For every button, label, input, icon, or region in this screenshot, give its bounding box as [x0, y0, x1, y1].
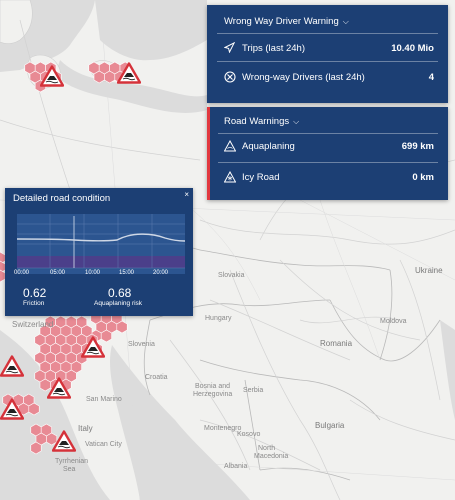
close-icon[interactable]: × [184, 190, 189, 199]
road-warnings-header[interactable]: Road Warnings ⌵ [224, 116, 299, 127]
map-label-ukraine: Ukraine [415, 266, 443, 275]
icy-road-row[interactable]: Icy Road 0 km [224, 171, 434, 183]
chevron-down-icon: ⌵ [293, 116, 300, 126]
map-label-tyrrhenian-1: Tyrrhenian [55, 458, 89, 465]
map-label-montenegro: Montenegro [204, 425, 242, 432]
trips-value: 10.40 Mio [391, 42, 434, 54]
map-label-north: North [258, 445, 276, 452]
trips-label: Trips (last 24h) [242, 42, 305, 54]
map-label-serbia: Serbia [243, 387, 264, 394]
aquaplaning-risk-value: 0.68 [108, 286, 132, 300]
warning-hex[interactable] [28, 402, 40, 416]
aquaplaning-value: 699 km [401, 140, 434, 152]
map-label-moldova: Moldova [380, 318, 407, 325]
drivers-label: Wrong-way Drivers (last 24h) [242, 71, 365, 83]
no-entry-icon [224, 71, 236, 83]
road-warning-marker-icon[interactable] [116, 62, 142, 84]
warning-hex[interactable] [46, 432, 58, 446]
map-label-italy: Italy [78, 424, 93, 433]
divider [218, 162, 438, 163]
divider [217, 33, 438, 34]
warning-hex[interactable] [116, 320, 128, 334]
time-tick: 20:00 [153, 270, 169, 276]
navigation-arrow-icon [224, 42, 236, 54]
chevron-down-icon: ⌵ [342, 16, 349, 26]
time-tick: 10:00 [85, 270, 101, 276]
map-label-macedonia: Macedonia [254, 453, 289, 460]
road-warning-marker-icon[interactable] [51, 430, 77, 452]
aquaplaning-row[interactable]: Aquaplaning 699 km [224, 140, 434, 152]
map-label-albania: Albania [224, 463, 248, 470]
map-label-bulgaria: Bulgaria [315, 421, 345, 430]
road-warning-marker-icon[interactable] [46, 377, 72, 399]
map-label-bosnia: Bosnia and [195, 383, 231, 390]
wrong-way-title: Wrong Way Driver Warning [224, 16, 339, 27]
road-warning-marker-icon[interactable] [0, 355, 25, 377]
icy-road-value: 0 km [412, 171, 434, 183]
road-warning-marker-icon[interactable] [80, 336, 106, 358]
icy-road-warning-icon [224, 171, 236, 183]
map-label-slovakia: Slovakia [218, 272, 245, 279]
warning-hex[interactable] [104, 70, 116, 84]
road-warning-marker-icon[interactable] [39, 65, 65, 87]
road-condition-title: Detailed road condition [13, 193, 111, 204]
map-label-kosovo: Kosovo [237, 431, 261, 438]
time-tick: 05:00 [50, 270, 66, 276]
road-warnings-title: Road Warnings [224, 116, 290, 127]
friction-value: 0.62 [23, 286, 47, 300]
map-label-vatican: Vatican City [85, 441, 122, 448]
time-tick: 00:00 [14, 270, 30, 276]
warning-hex[interactable] [100, 329, 112, 343]
icy-road-label: Icy Road [242, 171, 280, 183]
road-warnings-panel: Road Warnings ⌵ Aquaplaning 699 km Icy R… [207, 107, 448, 200]
aquaplaning-risk-label: Aquaplaning risk [94, 300, 143, 307]
road-condition-chart [17, 214, 185, 274]
aquaplaning-label: Aquaplaning [242, 140, 295, 152]
map-label-san-marino: San Marino [86, 396, 122, 403]
map-label-slovenia: Slovenia [128, 341, 155, 348]
map-label-herzegovina: Herzegovina [193, 391, 233, 398]
friction-label: Friction [23, 300, 45, 307]
road-condition-panel: Detailed road condition × 00:00 05:00 10… [5, 188, 193, 316]
drivers-value: 4 [428, 71, 434, 83]
divider [218, 133, 438, 134]
wrong-way-header[interactable]: Wrong Way Driver Warning ⌵ [224, 16, 349, 27]
warning-hex[interactable] [30, 441, 42, 455]
divider [217, 61, 438, 62]
map-label-switzerland: Switzerland [12, 320, 54, 329]
map-label-tyrrhenian-2: Sea [63, 466, 76, 473]
map-label-romania: Romania [320, 339, 353, 348]
road-warning-marker-icon[interactable] [0, 398, 25, 420]
trips-row: Trips (last 24h) 10.40 Mio [224, 42, 434, 54]
map-label-hungary: Hungary [205, 315, 232, 322]
wrong-way-panel: Wrong Way Driver Warning ⌵ Trips (last 2… [207, 5, 448, 103]
time-tick: 15:00 [119, 270, 135, 276]
aquaplaning-warning-icon [224, 140, 236, 152]
drivers-row: Wrong-way Drivers (last 24h) 4 [224, 71, 434, 83]
map-label-croatia: Croatia [145, 374, 168, 381]
warning-hex[interactable] [93, 70, 105, 84]
